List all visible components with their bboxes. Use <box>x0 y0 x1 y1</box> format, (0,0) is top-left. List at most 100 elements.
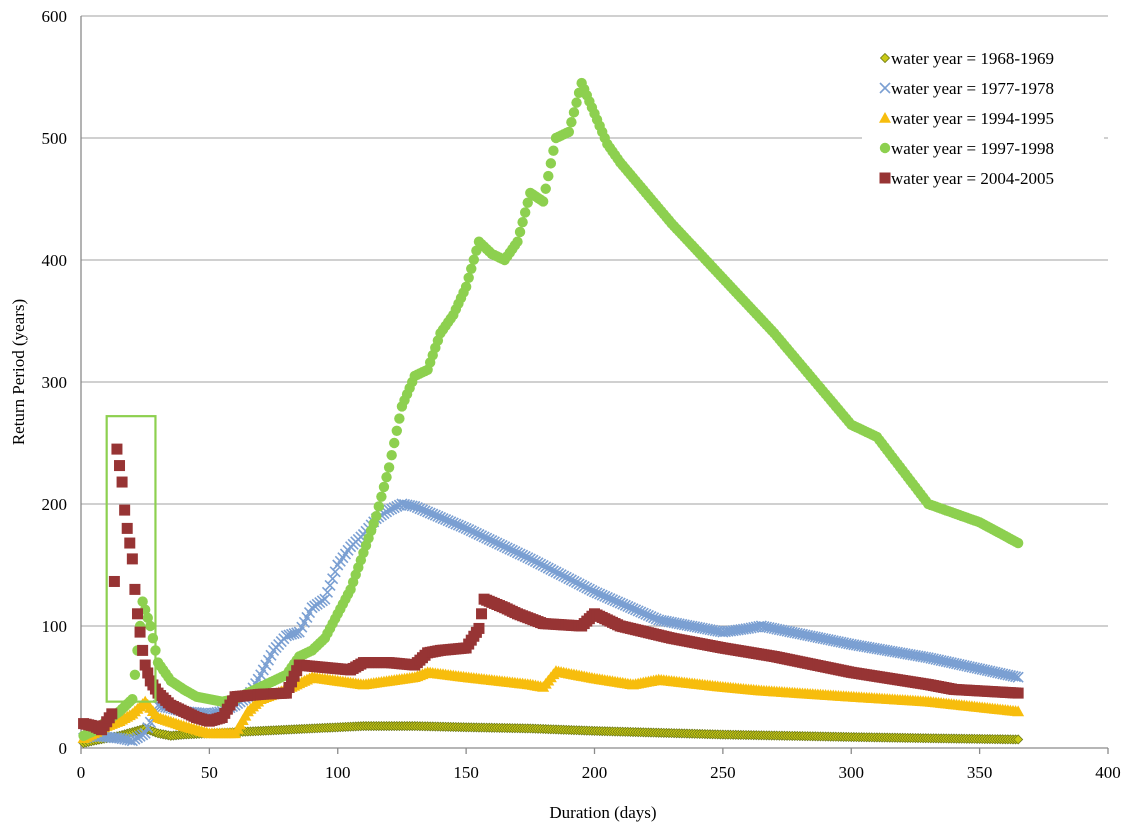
legend: water year = 1968-1969 water year = 1977-… <box>862 40 1104 202</box>
series-1977-1978-point-stroke <box>542 562 554 574</box>
series-1977-1978-point-stroke <box>499 541 511 553</box>
legend-1997-1998-marker <box>879 142 891 154</box>
series-1997-1998-point <box>517 216 528 228</box>
series-1997-1998-point <box>145 620 156 632</box>
series-1977-1978-point <box>1010 671 1022 683</box>
series-1977-1978-point-stroke <box>501 542 513 554</box>
series-1977-1978-point <box>324 579 336 592</box>
series-1997-1998-point <box>522 197 533 208</box>
x-tick-label: 50 <box>201 763 218 782</box>
series-1977-1978-point-stroke <box>139 727 151 739</box>
series-2004-2005-point <box>1012 687 1024 699</box>
series-1977-1978-point-stroke <box>591 587 603 599</box>
series-1977-1978-point-stroke <box>463 524 475 536</box>
series-2004-2005-point <box>114 460 126 472</box>
series-1977-1978-point-stroke <box>581 582 593 594</box>
x-tick-label: 100 <box>325 763 351 782</box>
series-1977-1978-point-stroke <box>121 734 133 746</box>
legend-background <box>862 40 1104 202</box>
series-1977-1978-point-stroke <box>555 569 567 581</box>
series-1997-1998-point <box>519 207 531 218</box>
series-2004-2005-point <box>137 644 149 656</box>
series-2004-2005-point <box>134 626 146 638</box>
x-tick-label: 0 <box>77 763 86 782</box>
series-1977-1978-point-stroke <box>563 573 575 585</box>
series-1977-1978-point-stroke <box>588 586 601 598</box>
x-tick-label: 250 <box>710 763 736 782</box>
series-1977-1978-point-stroke <box>452 519 464 531</box>
y-tick-label: 500 <box>42 129 68 148</box>
legend-1997-1998-label: water year = 1997-1998 <box>891 139 1054 158</box>
series-2004-2005-point <box>111 443 123 455</box>
series-1977-1978-point-stroke <box>537 559 549 572</box>
series-2004-2005-point <box>288 670 300 682</box>
series-1977-1978-point-stroke <box>460 522 472 534</box>
series-1997-1998-point <box>466 263 477 274</box>
legend-1994-1995-marker <box>879 112 891 123</box>
series-1977-1978-point <box>139 727 151 739</box>
series-1977-1978-point <box>142 722 154 734</box>
series-2004-2005-point <box>283 681 295 693</box>
series-1997-1998-point <box>563 126 575 138</box>
series-1977-1978-point-stroke <box>576 579 588 591</box>
legend-1994-1995-label: water year = 1994-1995 <box>891 109 1054 128</box>
legend-1994-1995-point <box>879 112 891 123</box>
series-1977-1978-point-stroke <box>540 561 552 573</box>
series-2004-2005-point <box>131 608 143 620</box>
series-1977-1978-point-stroke <box>481 532 493 544</box>
series-1977-1978-point-stroke <box>529 555 542 568</box>
y-tick-label: 200 <box>42 495 68 514</box>
legend-1968-1969-point <box>879 52 891 64</box>
series-1977-1978-point-stroke <box>447 517 459 529</box>
series-1997-1998-point <box>571 97 582 108</box>
series-1968-1969-point <box>1013 734 1024 745</box>
series-1977-1978-point-stroke <box>594 588 606 600</box>
series-1977-1978-point-stroke <box>583 583 595 595</box>
series-1977-1978-point-stroke <box>609 595 621 607</box>
series-1977-1978-point-stroke <box>642 609 654 621</box>
series-1977-1978-point-stroke <box>545 563 557 576</box>
series-1977-1978-point-stroke <box>504 543 516 555</box>
series-1977-1978-point-stroke <box>524 553 536 565</box>
series-1977-1978-point-stroke <box>647 612 660 624</box>
series-1997-1998-point <box>514 226 526 238</box>
series-1977-1978-point-stroke <box>329 566 341 578</box>
series-1977-1978-point-stroke <box>573 578 585 590</box>
series-2004-2005-point <box>139 659 151 671</box>
series-1977-1978-point-stroke <box>419 505 431 517</box>
series-1977-1978-point-stroke <box>519 550 531 563</box>
series-1977-1978-point-stroke <box>465 525 477 537</box>
series-1977-1978-point-stroke <box>619 599 631 611</box>
series-1997-1998-point <box>383 462 395 473</box>
series-1977-1978-point-stroke <box>596 589 608 601</box>
series-1977-1978-point-stroke <box>606 594 619 606</box>
series-1977-1978-point-stroke <box>450 518 462 530</box>
highlight-box <box>105 415 157 703</box>
series-1977-1978-point-stroke <box>478 531 490 543</box>
series-1977-1978-point-stroke <box>570 577 583 589</box>
y-tick-label: 0 <box>59 739 68 758</box>
series-1977-1978-point <box>1012 671 1024 683</box>
series-1977-1978-point-stroke <box>547 565 559 577</box>
series-1977-1978-point-stroke <box>645 610 657 623</box>
series-1977-1978-point-stroke <box>429 509 441 521</box>
series-1977-1978-point-stroke <box>627 603 639 615</box>
legend-1997-1998-point <box>879 142 891 154</box>
series-2004-2005 <box>78 443 1024 736</box>
series-1977-1978-point-stroke <box>422 506 434 518</box>
series-1977-1978 <box>78 498 1024 747</box>
series-1977-1978-point-stroke <box>640 608 652 620</box>
series-1977-1978-point-stroke <box>604 593 616 605</box>
series-1977-1978-point-stroke <box>493 538 506 550</box>
legend-1968-1969-marker <box>879 52 891 64</box>
series-2004-2005-point <box>126 553 138 565</box>
series-1977-1978-point-stroke <box>617 598 629 610</box>
series-2004-2005-point <box>280 687 292 699</box>
series-1977-1978-point-stroke <box>491 537 503 549</box>
series-2004-2005-point <box>106 708 118 720</box>
x-tick-label: 350 <box>967 763 993 782</box>
series-1977-1978-point-stroke <box>511 547 524 559</box>
series-1977-1978-point-stroke <box>424 507 436 519</box>
series-1977-1978-point-stroke <box>1007 670 1019 682</box>
